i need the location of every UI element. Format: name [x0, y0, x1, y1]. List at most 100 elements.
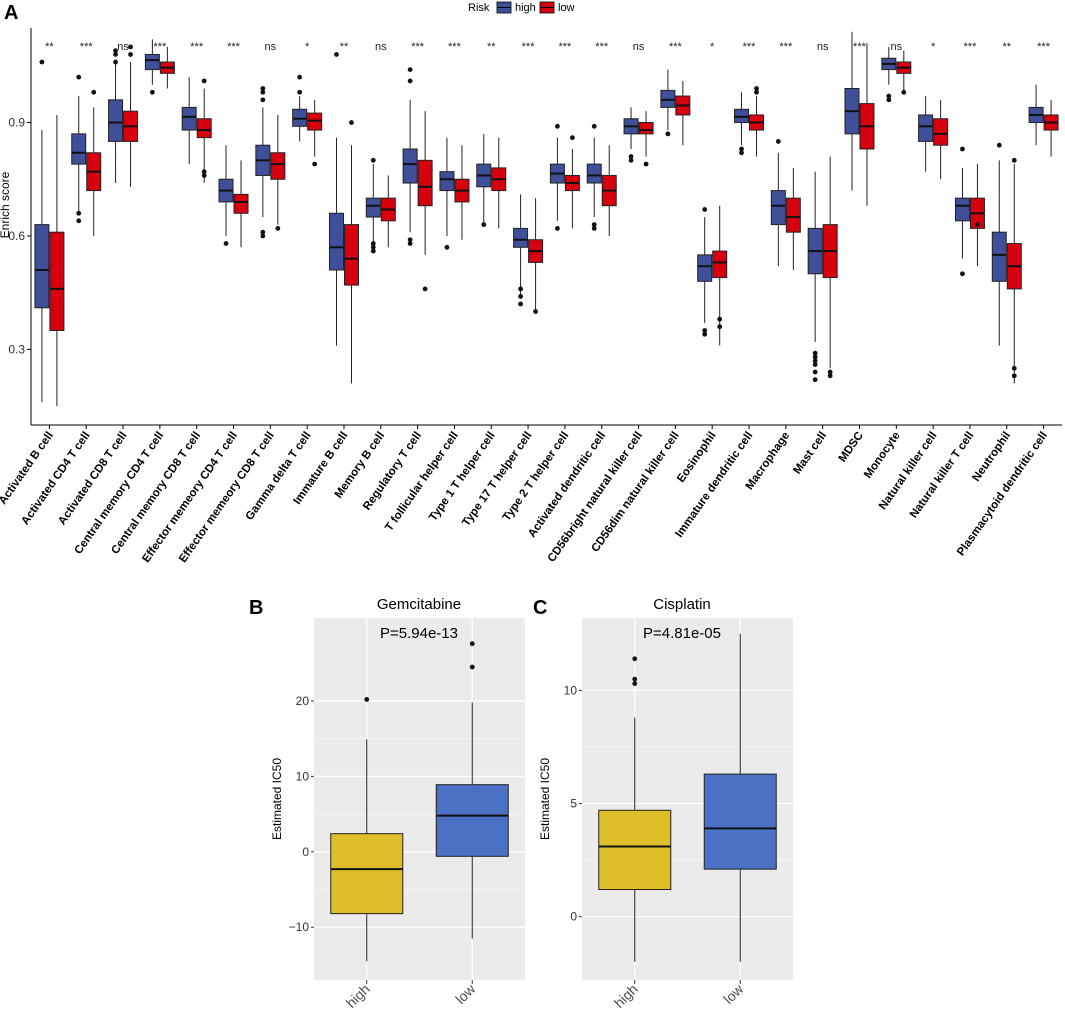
significance-cd56dim-natural-killer-cell: *** [669, 41, 683, 53]
box-high-activated-dendritic-cell-outlier-1 [591, 222, 597, 228]
box-high-type-17-t-helper-cell-box [513, 227, 529, 248]
box-low-immature-b-cell-box [343, 224, 359, 286]
y-tick-label-a-2: 0.9 [8, 116, 25, 130]
box-low-effector-memeory-cd8-t-cell-box [270, 152, 286, 180]
box-high-central-memory-cd4-t-cell-outlier-0 [149, 89, 155, 95]
p-value-gemcitabine: P=5.94e-13 [380, 625, 458, 642]
box-high-mast-cell-outlier-2 [812, 362, 818, 367]
box-high-monocyte-outlier-0 [886, 97, 892, 103]
box-low-regulatory-t-cell-box [417, 159, 433, 207]
box-low-gamma-delta-t-cell-outlier-0 [312, 161, 318, 167]
box-high-type-17-t-helper-cell-outlier-1 [518, 294, 523, 299]
box-high-immature-dendritic-cell-outlier-0 [739, 150, 744, 156]
box-high-activated-b-cell-outlier-0 [39, 59, 45, 65]
box-high-memory-b-cell-box [365, 197, 381, 218]
significance-mast-cell: ns [817, 41, 829, 53]
cisplatin-x-tick-label-low: low [720, 980, 747, 1007]
significance-t-follicular-helper-cell: *** [448, 41, 462, 53]
box-high-activated-cd4-t-cell-outlier-2 [76, 74, 82, 80]
box-low-type-2-t-helper-cell-outlier-0 [570, 135, 575, 141]
box-low-cd56bright-natural-killer-cell-outlier-0 [643, 161, 649, 167]
box-high-immature-b-cell-outlier-0 [334, 52, 339, 57]
box-high-effector-memeory-cd8-t-cell-outlier-3 [260, 89, 266, 95]
significance-macrophage: *** [779, 41, 793, 53]
box-high-cd56bright-natural-killer-cell-outlier-1 [628, 154, 634, 159]
x-tick-label-neutrophil: Neutrophil [970, 430, 1013, 484]
panel-c: C Cisplatin 0 5 10 high low P=4.81e-05 Estim… [533, 596, 793, 1011]
significance-activated-cd4-t-cell: *** [80, 41, 94, 53]
y-axis-label-enrich: Enrich score [0, 171, 12, 238]
box-high-t-follicular-helper-cell-box [439, 171, 455, 192]
box-high-macrophage-outlier-0 [775, 139, 781, 144]
box-low-cd56bright-natural-killer-cell-box [638, 122, 654, 135]
box-high-regulatory-t-cell-outlier-2 [407, 78, 413, 84]
significance-type-2-t-helper-cell: *** [558, 41, 572, 53]
box-low-natural-killer-t-cell-outlier-0 [975, 222, 980, 228]
box-high-activated-cd8-t-cell-outlier-0 [113, 59, 118, 65]
significance-mdsc: *** [853, 41, 867, 53]
box-low-effector-memeory-cd8-t-cell-outlier-0 [275, 225, 281, 231]
box-high-natural-killer-t-cell-box [954, 197, 970, 222]
box-high-activated-cd8-t-cell-box [108, 99, 124, 142]
x-tick-label-mdsc: MDSC [837, 430, 866, 465]
box-low-type-17-t-helper-cell-outlier-0 [533, 309, 538, 314]
panel-b: B Gemcitabine −10 0 10 20 high low P=5.94e-13… [249, 596, 525, 1011]
title-cisplatin: Cisplatin [653, 596, 711, 613]
box-high-mast-cell-outlier-4 [812, 354, 818, 360]
box-high-cd56bright-natural-killer-cell-outlier-0 [628, 157, 634, 163]
box-high-activated-dendritic-cell-outlier-0 [591, 225, 597, 231]
significance-gamma-delta-t-cell: * [305, 41, 310, 53]
box-high-macrophage-box [770, 190, 786, 226]
cisplatin-y-tick-label-2: 10 [564, 683, 578, 697]
box-high-cd56dim-natural-killer-cell-outlier-0 [665, 131, 671, 137]
box-low-neutrophil-outlier-2 [1011, 157, 1017, 163]
box-high-gamma-delta-t-cell-outlier-0 [297, 89, 303, 95]
box-low-eosinophil-outlier-0 [717, 324, 723, 330]
box-high-neutrophil-box [991, 231, 1007, 282]
cisplatin-y-tick-label-1: 5 [570, 797, 577, 811]
panel-a: A Risk high low Enrich score 0.3 0.6 0.9 *… [0, 1, 1062, 565]
box-high-regulatory-t-cell-outlier-1 [407, 237, 413, 243]
box-low-central-memory-cd8-t-cell-box [196, 118, 212, 139]
box-high-eosinophil-outlier-1 [702, 328, 708, 333]
gemcitabine-box-low-outlier-0 [469, 664, 475, 670]
plot-a: **Activated B cell***Activated CD4 T cel… [0, 31, 1059, 565]
box-high-activated-cd4-t-cell-outlier-1 [76, 210, 82, 216]
x-tick-label-mast-cell: Mast cell [791, 430, 829, 477]
box-low-activated-cd8-t-cell-outlier-0 [128, 52, 133, 57]
cisplatin-x-tick-label-high: high [611, 981, 641, 1011]
significance-memory-b-cell: ns [375, 41, 387, 53]
gemcitabine-box-high-outlier-0 [364, 697, 370, 702]
p-value-cisplatin: P=4.81e-05 [643, 625, 721, 642]
box-high-central-memory-cd8-t-cell-box [181, 106, 197, 131]
box-high-activated-b-cell-box [34, 224, 50, 309]
x-tick-label-activated-cd8-t-cell: Activated CD8 T cell [56, 430, 129, 527]
box-high-mast-cell-outlier-1 [812, 369, 818, 375]
significance-effector-memeory-cd4-t-cell: *** [227, 41, 241, 53]
box-high-type-2-t-helper-cell-outlier-0 [555, 225, 560, 231]
significance-natural-killer-t-cell: *** [964, 41, 978, 53]
gemcitabine-box-low-box [435, 784, 509, 857]
panel-label-c: C [533, 597, 547, 619]
significance-central-memory-cd8-t-cell: *** [190, 41, 204, 53]
x-tick-label-t-follicular-helper-cell: T follicular helper cell [383, 430, 461, 534]
cisplatin-box-high-outlier-0 [632, 681, 638, 687]
gemcitabine-y-tick-label-3: 20 [296, 694, 310, 708]
significance-regulatory-t-cell: *** [411, 41, 425, 53]
box-high-activated-cd8-t-cell-outlier-2 [113, 48, 118, 54]
gemcitabine-y-tick-label-0: −10 [289, 920, 310, 934]
box-high-activated-cd4-t-cell-box [71, 133, 87, 165]
box-low-eosinophil-box [712, 250, 728, 279]
x-tick-label-type-2-t-helper-cell: Type 2 T helper cell [501, 430, 572, 524]
box-high-memory-b-cell-outlier-2 [370, 241, 376, 246]
significance-monocyte: ns [890, 41, 902, 53]
box-high-regulatory-t-cell-box [402, 148, 418, 184]
legend-label-low: low [558, 2, 575, 14]
x-tick-label-monocyte: Monocyte [862, 430, 903, 481]
box-high-monocyte-outlier-1 [886, 93, 892, 99]
box-low-natural-killer-cell-box [933, 118, 949, 146]
box-high-immature-b-cell-box [328, 212, 344, 271]
box-high-natural-killer-t-cell-outlier-0 [960, 271, 965, 277]
box-high-gamma-delta-t-cell-outlier-1 [297, 74, 303, 80]
box-low-activated-cd4-t-cell-outlier-0 [91, 89, 97, 95]
